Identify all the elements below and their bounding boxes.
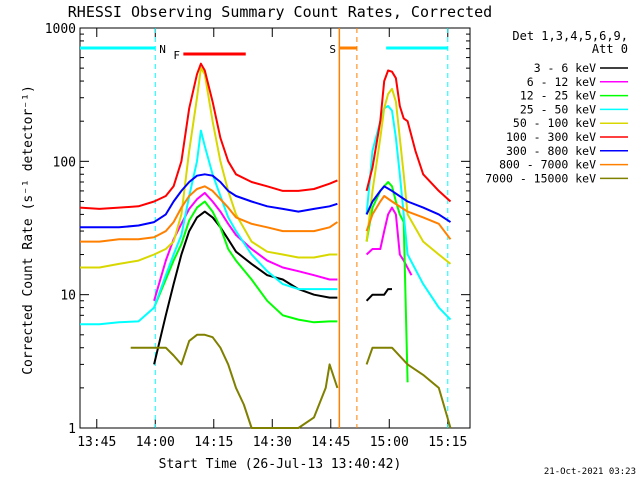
series-line-0 xyxy=(365,288,392,302)
series-line-1 xyxy=(365,206,413,276)
series-line-6 xyxy=(80,173,338,229)
x-tick-label: 15:00 xyxy=(370,435,409,450)
series-line-2 xyxy=(153,200,338,324)
annotation-label: F xyxy=(173,49,180,62)
y-tick-label: 10 xyxy=(60,289,76,304)
annotation-label: S xyxy=(329,43,336,56)
x-tick-label: 14:00 xyxy=(136,435,175,450)
x-tick-label: 14:30 xyxy=(253,435,292,450)
y-axis-label: Corrected Count Rate (s⁻¹ detector⁻¹) xyxy=(21,85,36,375)
legend-label: 100 - 300 keV xyxy=(506,130,596,144)
series-line-7 xyxy=(365,195,452,240)
series-line-8 xyxy=(365,346,452,429)
legend-label: 6 - 12 keV xyxy=(527,75,596,89)
y-tick-label: 100 xyxy=(53,155,76,170)
series-line-7 xyxy=(80,185,338,243)
legend-label: 300 - 800 keV xyxy=(506,144,596,158)
x-tick-label: 13:45 xyxy=(77,435,116,450)
legend-label: 50 - 100 keV xyxy=(513,116,596,130)
y-tick-label: 1000 xyxy=(45,22,76,37)
footer-timestamp: 21-Oct-2021 03:23 xyxy=(544,467,636,477)
series-line-1 xyxy=(153,191,338,302)
series-line-8 xyxy=(130,333,339,429)
legend-header-line-2: Att 0 xyxy=(592,42,628,56)
y-tick-label: 1 xyxy=(68,422,76,437)
legend-label: 12 - 25 keV xyxy=(520,89,596,103)
legend-header-line-1: Det 1,3,4,5,6,9, xyxy=(512,29,628,43)
series-line-5 xyxy=(365,69,452,203)
x-tick-label: 14:15 xyxy=(194,435,233,450)
legend-label: 3 - 6 keV xyxy=(534,61,596,75)
legend-label: 25 - 50 keV xyxy=(520,102,596,116)
x-tick-label: 14:45 xyxy=(311,435,350,450)
chart-title: RHESSI Observing Summary Count Rates, Co… xyxy=(68,3,492,21)
legend-label: 7000 - 15000 keV xyxy=(485,171,596,185)
x-tick-label: 15:15 xyxy=(428,435,467,450)
series-line-3 xyxy=(80,129,338,326)
series-line-5 xyxy=(79,62,338,210)
legend-label: 800 - 7000 keV xyxy=(499,158,596,172)
series-line-2 xyxy=(365,181,409,383)
x-axis-label: Start Time (26-Jul-13 13:40:42) xyxy=(159,457,402,472)
series-line-6 xyxy=(365,185,452,223)
annotation-label: N xyxy=(159,43,166,56)
series-line-4 xyxy=(365,87,452,265)
series-line-4 xyxy=(80,67,338,269)
